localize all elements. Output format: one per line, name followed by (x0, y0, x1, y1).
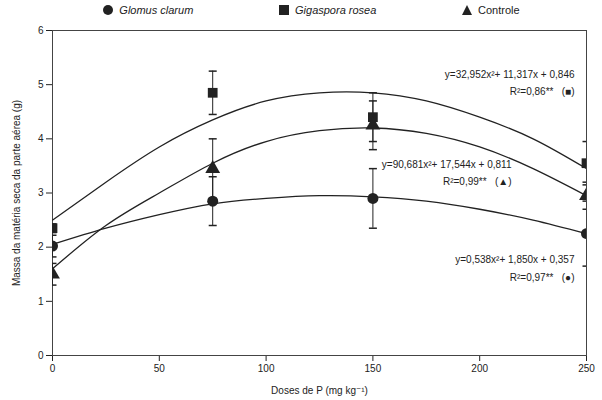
svg-text:6: 6 (38, 25, 44, 36)
svg-text:y=90,681x²+ 17,544x + 0,811: y=90,681x²+ 17,544x + 0,811 (382, 159, 512, 170)
svg-text:y=0,538x²+ 1,850x + 0,357: y=0,538x²+ 1,850x + 0,357 (455, 254, 575, 265)
svg-text:2: 2 (38, 241, 44, 252)
svg-text:3: 3 (38, 187, 44, 198)
svg-text:50: 50 (154, 363, 166, 374)
svg-text:1: 1 (38, 296, 44, 307)
svg-text:250: 250 (578, 363, 595, 374)
svg-text:Massa da matéria seca da parte: Massa da matéria seca da parte aérea (g) (11, 100, 22, 286)
svg-text:Doses de P (mg kg⁻¹): Doses de P (mg kg⁻¹) (271, 385, 368, 396)
svg-text:100: 100 (258, 363, 275, 374)
svg-text:y=32,952x²+ 11,317x + 0,846: y=32,952x²+ 11,317x + 0,846 (445, 69, 575, 80)
html-text:Glomus clarum: Glomus clarum (119, 4, 194, 16)
svg-text:200: 200 (471, 363, 488, 374)
svg-text:4: 4 (38, 133, 44, 144)
svg-text:R²=0,86** (■): R²=0,86** (■) (510, 86, 575, 97)
svg-text:5: 5 (38, 79, 44, 90)
svg-text:150: 150 (365, 363, 382, 374)
svg-text:0: 0 (50, 363, 56, 374)
svg-text:0: 0 (38, 350, 44, 361)
html-text:Gigaspora rosea: Gigaspora rosea (295, 4, 377, 16)
svg-text:R²=0,97** (●): R²=0,97** (●) (510, 272, 575, 283)
html-text:Controle: Controle (478, 4, 520, 16)
svg-text:R²=0,99** (▲): R²=0,99** (▲) (443, 176, 512, 187)
